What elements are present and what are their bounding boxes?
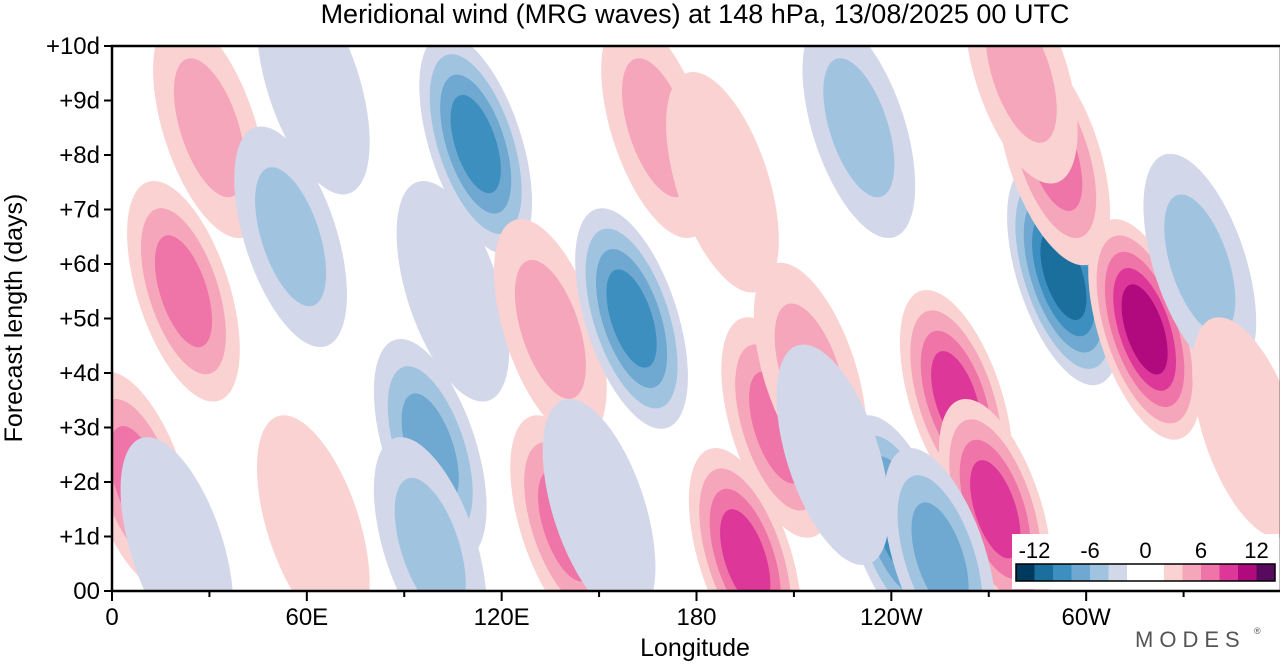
y-axis: 00 +1d +2d +3d +4d +5d +6d +7d +8d +9d +10d [46, 33, 112, 605]
y-tick-label: +7d [59, 197, 100, 224]
heatmap-field [112, 46, 1280, 591]
feature-10-level--2 [396, 180, 510, 402]
x-tick-label: 120W [860, 604, 923, 631]
y-tick-label: +5d [59, 306, 100, 333]
feature-13 [575, 208, 688, 429]
feature-19 [666, 71, 779, 293]
colorbar-frame [1015, 563, 1276, 582]
feature-31 [776, 344, 890, 566]
feature-16 [688, 448, 802, 591]
feature-30 [802, 46, 916, 239]
feature-10 [396, 180, 510, 402]
feature-9-level--8 [450, 94, 501, 194]
feature-9 [419, 46, 533, 255]
colorbar-segment [1071, 564, 1090, 581]
feature-16-level-8 [720, 509, 771, 591]
colorbar-segment [1219, 564, 1238, 581]
x-tick-label: 120E [474, 604, 530, 631]
feature-8-level--4 [394, 477, 466, 591]
feature-21-level-8 [970, 460, 1021, 559]
feature-19-level-2 [666, 71, 779, 293]
feature-3-level--2 [120, 437, 234, 591]
x-tick-label: 60E [285, 604, 328, 631]
y-tick-label: +4d [59, 360, 100, 387]
colorbar-label: 6 [1195, 538, 1207, 563]
colorbar-segment [1201, 564, 1220, 581]
feature-1 [127, 180, 240, 402]
y-tick-label: +6d [59, 251, 100, 278]
y-tick-label: +1d [59, 524, 100, 551]
y-tick-label: +8d [59, 142, 100, 169]
modes-logo: MODES [1135, 627, 1246, 652]
feature-2-level-4 [173, 58, 245, 198]
x-axis-label: Longitude [640, 634, 750, 662]
y-tick-label: +9d [59, 88, 100, 115]
colorbar-segment [1053, 564, 1072, 581]
colorbar-segment [1256, 564, 1275, 581]
chart-title: Meridional wind (MRG waves) at 148 hPa, … [321, 0, 1070, 29]
y-tick-label: 00 [73, 578, 100, 605]
colorbar-segment [1090, 564, 1109, 581]
colorbar-segment [1127, 564, 1164, 581]
registered-mark: ® [1254, 626, 1261, 636]
feature-26-level-10 [1121, 284, 1168, 375]
feature-5 [256, 46, 370, 195]
colorbar-label: -12 [1019, 538, 1051, 563]
x-tick-label: 0 [105, 604, 118, 631]
feature-1-level-6 [154, 235, 213, 348]
feature-24-level--10 [1040, 229, 1087, 320]
feature-31-level--2 [776, 344, 890, 566]
colorbar-segment [1182, 564, 1201, 581]
feature-27 [964, 46, 1078, 184]
colorbar-label: 12 [1244, 538, 1268, 563]
colorbar: -12 -6 0 6 12 [1012, 534, 1279, 589]
feature-11 [494, 219, 607, 440]
y-axis-label: Forecast length (days) [0, 194, 28, 443]
x-tick-label: 60W [1061, 604, 1111, 631]
feature-6 [256, 415, 370, 591]
colorbar-segment [1108, 564, 1127, 581]
y-tick-label: +2d [59, 469, 100, 496]
colorbar-segment [1034, 564, 1053, 581]
feature-4 [234, 126, 347, 348]
feature-13-level--8 [606, 269, 657, 368]
feature-26 [1088, 219, 1201, 440]
colorbar-segment [1238, 564, 1257, 581]
colorbar-segment [1016, 564, 1035, 581]
feature-29-level-2 [1192, 317, 1280, 538]
feature-15-level--2 [542, 398, 656, 591]
colorbar-segment [1164, 564, 1183, 581]
colorbar-label: -6 [1080, 538, 1100, 563]
feature-5-level--2 [256, 46, 370, 195]
feature-4-level--4 [255, 167, 327, 307]
feature-23-level--6 [911, 502, 969, 591]
feature-29 [1192, 317, 1280, 538]
feature-27-level-4 [985, 46, 1057, 143]
x-axis: 0 60E 120E 180 120W 60W [105, 591, 1185, 631]
x-tick-label: 180 [676, 604, 716, 631]
feature-3 [120, 437, 234, 591]
feature-30-level--4 [823, 58, 895, 198]
feature-15 [542, 398, 656, 591]
feature-11-level-4 [514, 259, 586, 399]
feature-8 [373, 437, 487, 591]
colorbar-label: 0 [1139, 538, 1151, 563]
feature-23 [883, 448, 997, 591]
feature-28-level--4 [1164, 194, 1236, 334]
y-tick-label: +3d [59, 415, 100, 442]
feature-6-level-2 [256, 415, 370, 591]
y-tick-label: +10d [46, 33, 100, 60]
